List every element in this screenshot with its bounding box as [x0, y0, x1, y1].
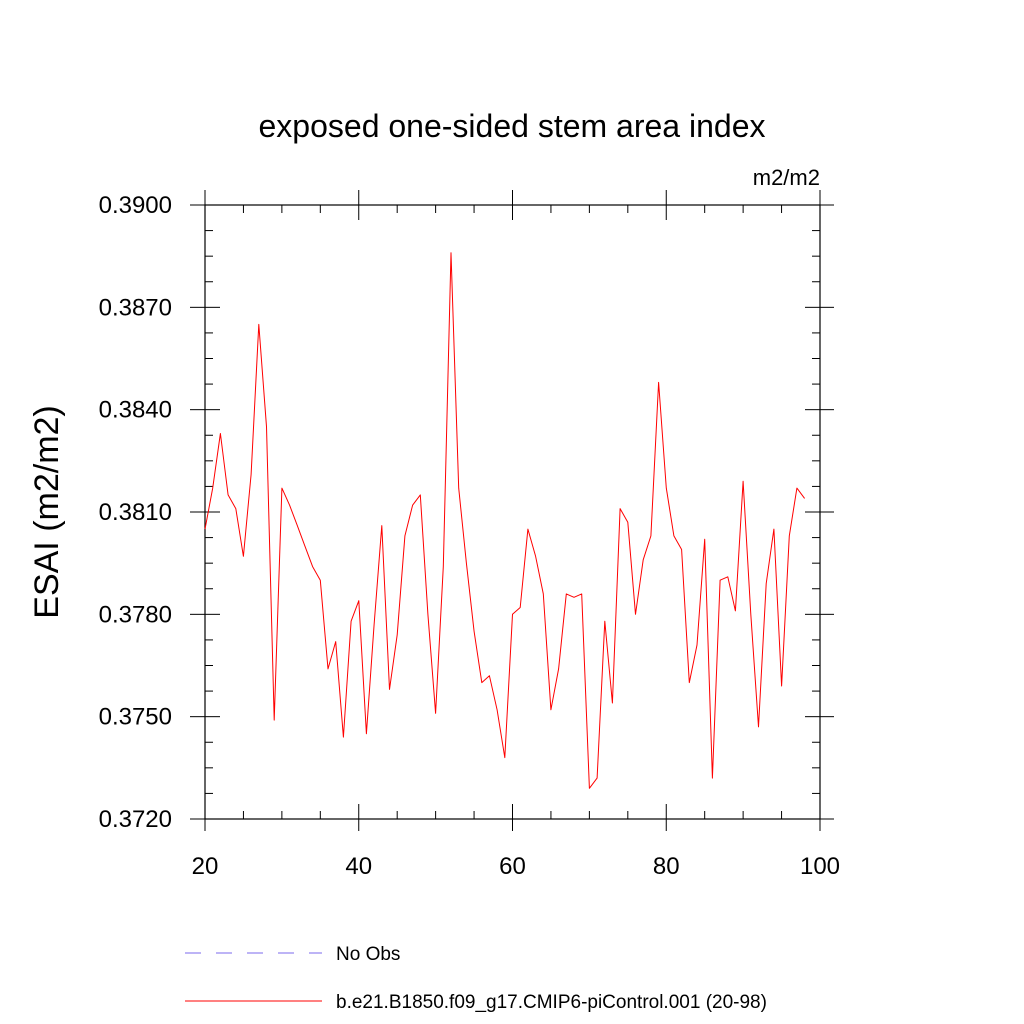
chart-title: exposed one-sided stem area index: [259, 108, 766, 144]
y-axis-label: ESAI (m2/m2): [28, 405, 66, 618]
x-tick-label: 20: [192, 853, 219, 880]
y-tick-label: 0.3810: [99, 499, 172, 526]
axes: 20 40 60 80 100 0.3720 0.3750 0.3780 0.3810 0.384…: [99, 190, 840, 880]
y-tick-label: 0.3900: [99, 192, 172, 219]
y-tick-label: 0.3870: [99, 294, 172, 321]
y-tick-label: 0.3720: [99, 806, 172, 833]
units-label: m2/m2: [753, 165, 820, 190]
legend: No Obs b.e21.B1850.f09_g17.CMIP6-piContro…: [185, 944, 767, 1013]
x-tick-label: 60: [499, 853, 526, 880]
y-tick-label: 0.3750: [99, 704, 172, 731]
y-tick-label: 0.3780: [99, 601, 172, 628]
legend-label: b.e21.B1850.f09_g17.CMIP6-piControl.001 …: [336, 992, 767, 1013]
legend-label: No Obs: [336, 944, 400, 965]
series-line: [204, 252, 806, 789]
y-tick-label: 0.3840: [99, 397, 172, 424]
plot-frame: [204, 204, 821, 820]
x-tick-label: 80: [653, 853, 680, 880]
plot-lines: [204, 252, 806, 789]
x-tick-label: 100: [800, 853, 840, 880]
x-tick-label: 40: [345, 853, 372, 880]
